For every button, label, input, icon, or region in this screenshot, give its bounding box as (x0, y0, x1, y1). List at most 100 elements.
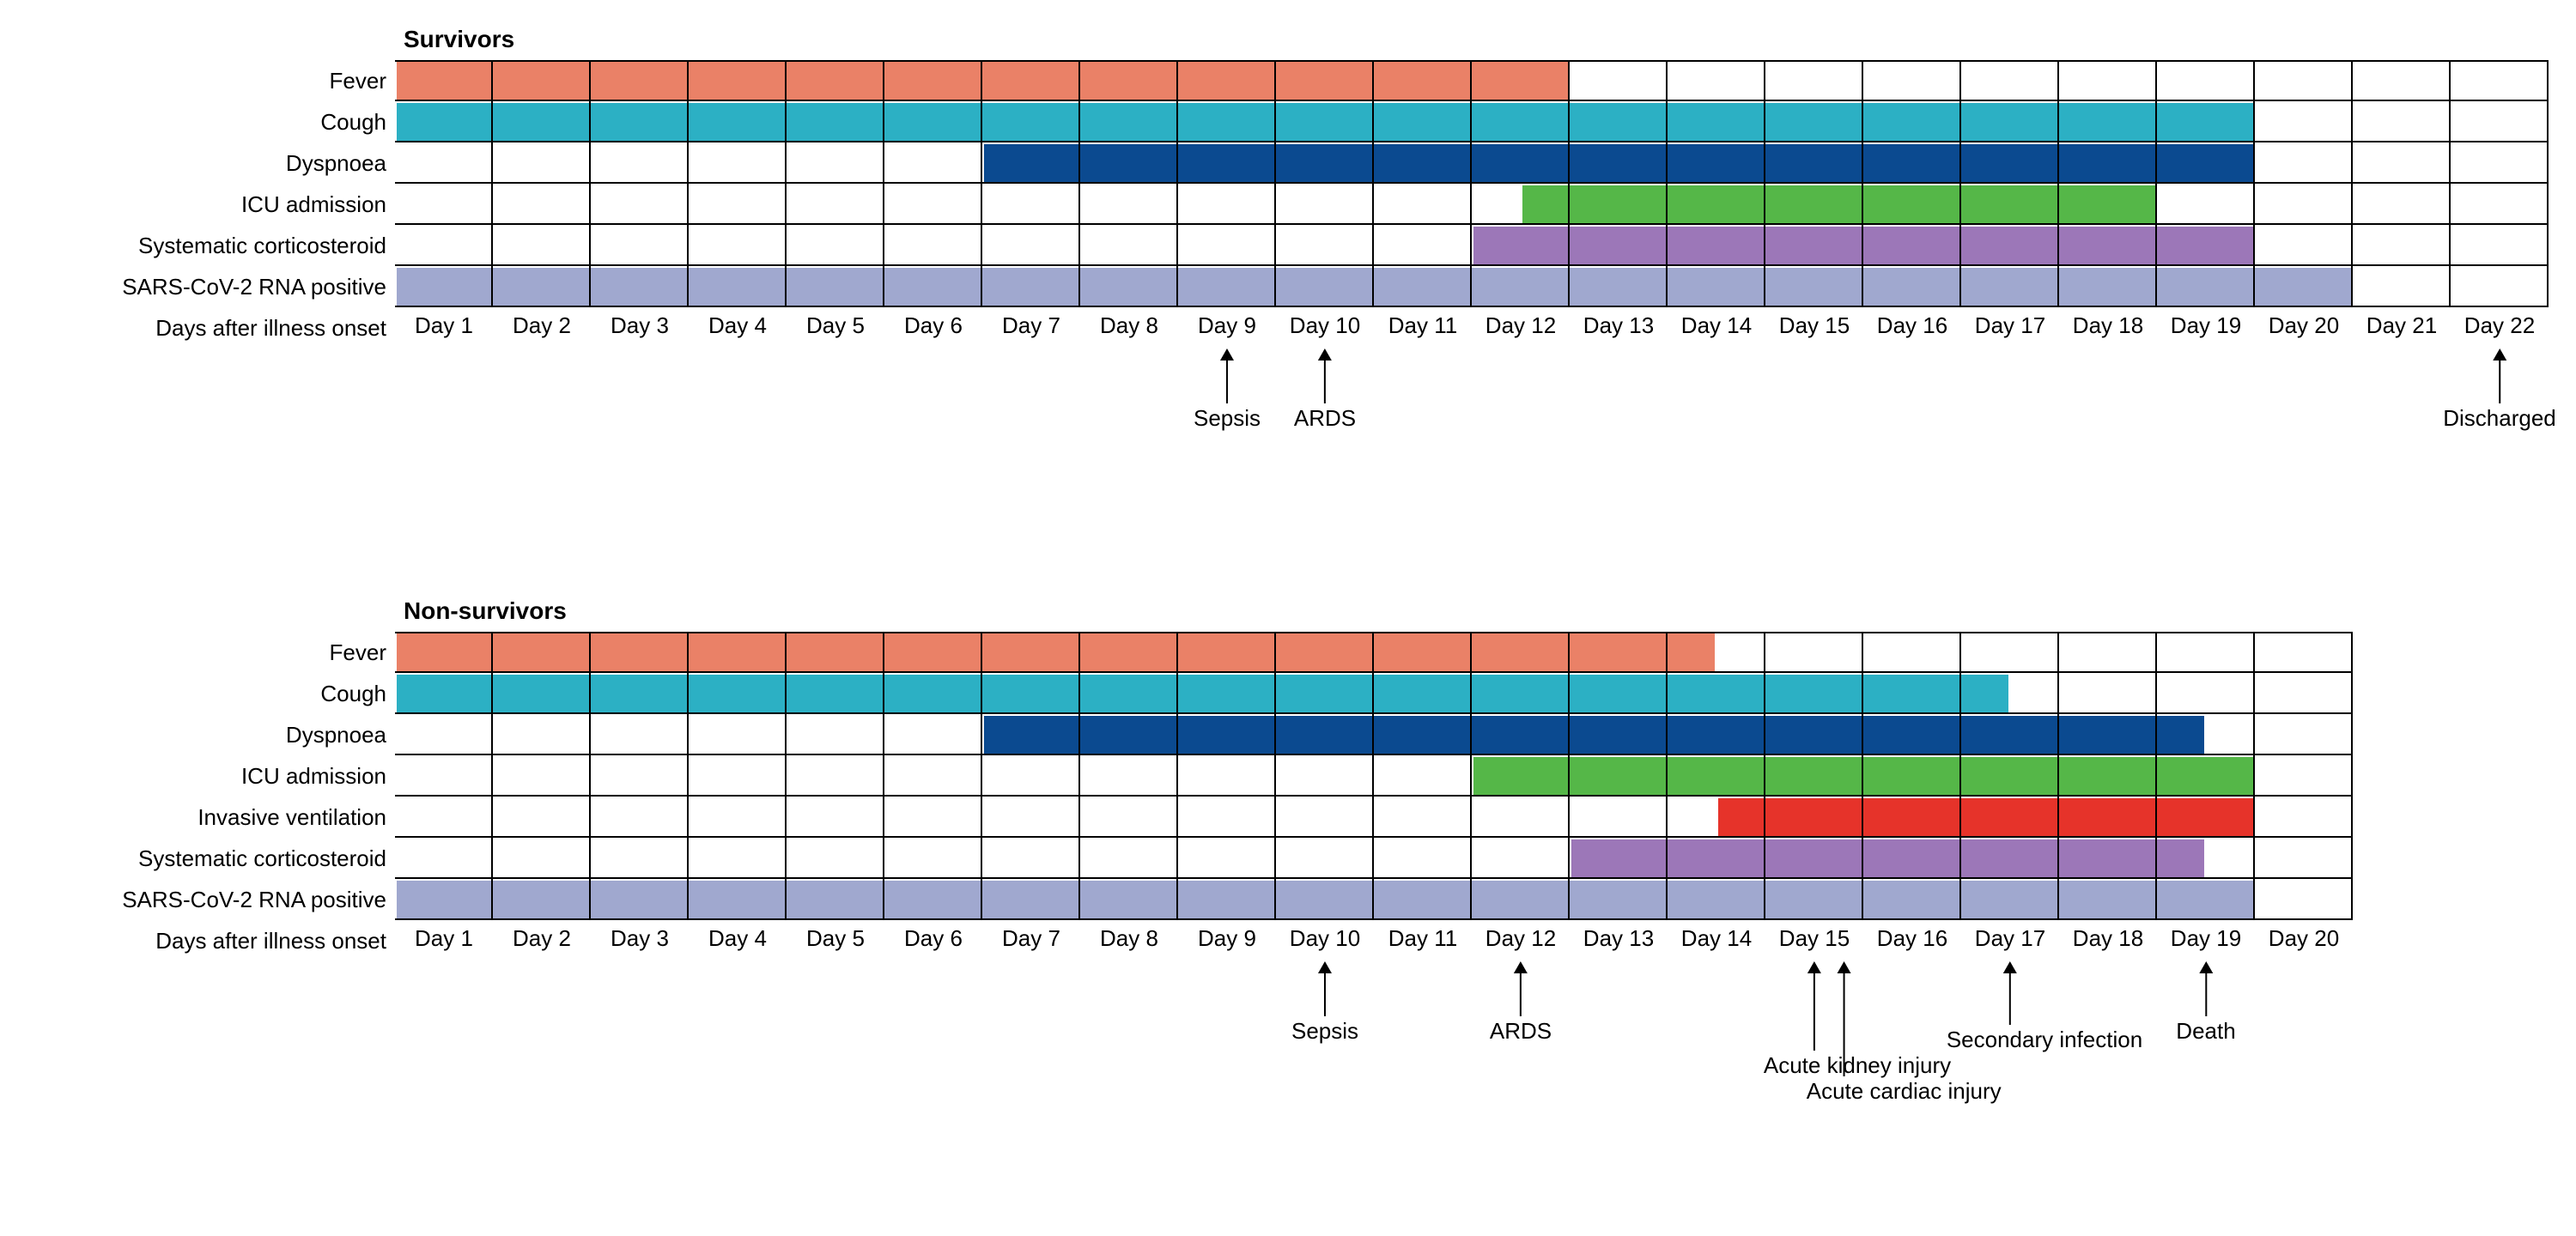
grid-cell (2353, 142, 2451, 184)
grid-cell (2255, 60, 2353, 101)
chart-area: FeverCoughDyspnoeaICU admissionInvasive … (34, 632, 2542, 1107)
grid-cell (2059, 755, 2157, 797)
day-label: Day 16 (1863, 307, 1961, 348)
grid-cell (787, 184, 884, 225)
annotation-label: Secondary infection (1947, 1027, 2142, 1053)
grid-cell (1374, 101, 1472, 142)
annotation-label: Acute cardiac injury (1807, 1078, 2002, 1105)
arrow-stem (1520, 973, 1522, 1016)
day-label: Day 16 (1863, 920, 1961, 961)
grid-cell (1668, 673, 1765, 714)
grid-cell (1276, 184, 1374, 225)
grid-cell (1570, 225, 1668, 266)
grid-row (395, 266, 2549, 307)
grid-cell (2157, 673, 2255, 714)
grid-cell (1276, 142, 1374, 184)
grid-cell (1178, 673, 1276, 714)
grid-cell (1374, 142, 1472, 184)
row-label: SARS-CoV-2 RNA positive (34, 879, 395, 920)
grid-cell (2059, 632, 2157, 673)
grid-cell (493, 60, 591, 101)
grid-cell (1472, 714, 1570, 755)
grid-cell (1276, 632, 1374, 673)
grid-cell (884, 60, 982, 101)
grid-cell (1570, 755, 1668, 797)
grid-cell (884, 225, 982, 266)
row-labels: FeverCoughDyspnoeaICU admissionInvasive … (34, 632, 395, 961)
grid-cell (395, 714, 493, 755)
day-label: Day 4 (689, 920, 787, 961)
day-label: Day 19 (2157, 920, 2255, 961)
row-labels: FeverCoughDyspnoeaICU admissionSystemati… (34, 60, 395, 348)
grid-cell (1276, 714, 1374, 755)
grid-cell (2157, 714, 2255, 755)
grid-cell (884, 714, 982, 755)
grid-cell (1668, 632, 1765, 673)
row-label: ICU admission (34, 755, 395, 797)
grid-row (395, 225, 2549, 266)
grid-cell (2353, 184, 2451, 225)
day-label: Day 1 (395, 307, 493, 348)
grid-cell (1080, 714, 1178, 755)
grid-cell (395, 266, 493, 307)
grid-cell (493, 184, 591, 225)
grid-cell (1472, 142, 1570, 184)
grid-row (395, 838, 2353, 879)
grid-cell (395, 225, 493, 266)
grid-cell (1961, 838, 2059, 879)
grid-cell (689, 266, 787, 307)
grid-row (395, 755, 2353, 797)
day-label: Day 20 (2255, 307, 2353, 348)
grid-cell (1961, 266, 2059, 307)
grid-cell (1374, 632, 1472, 673)
grid-cell (1765, 879, 1863, 920)
grid-cell (1178, 755, 1276, 797)
panel-non-survivors: Non-survivorsFeverCoughDyspnoeaICU admis… (34, 597, 2542, 1107)
grid-cell (1863, 142, 1961, 184)
grid-cell (493, 879, 591, 920)
grid-cell (2157, 755, 2255, 797)
grid-cell (1374, 184, 1472, 225)
grid-cell (689, 838, 787, 879)
grid-cell (2451, 60, 2549, 101)
grid-cell (1472, 632, 1570, 673)
arrow-stem (1324, 360, 1326, 403)
grid-cell (2451, 225, 2549, 266)
grid-cell (591, 838, 689, 879)
grid-cell (2353, 60, 2451, 101)
grid-cell (787, 60, 884, 101)
grid-cell (689, 714, 787, 755)
annotation-label: ARDS (1490, 1018, 1552, 1045)
grid-cell (395, 184, 493, 225)
grid-cell (787, 838, 884, 879)
grid-cell (2255, 142, 2353, 184)
grid-cell (1080, 838, 1178, 879)
grid-cell (1080, 101, 1178, 142)
grid-cell (395, 632, 493, 673)
grid-cell (1276, 60, 1374, 101)
grid-cell (787, 632, 884, 673)
grid-cell (2451, 142, 2549, 184)
grid-cell (884, 101, 982, 142)
grid-cell (2255, 184, 2353, 225)
grid-cell (982, 225, 1080, 266)
grid-cell (2059, 838, 2157, 879)
grid-cell (884, 266, 982, 307)
grid-cell (493, 714, 591, 755)
grid-cell (982, 673, 1080, 714)
arrow-head-icon (1837, 961, 1850, 973)
grid-row (395, 60, 2549, 101)
grid-cell (884, 142, 982, 184)
grid-cell (1374, 266, 1472, 307)
grid-cell (1374, 879, 1472, 920)
grid-cell (493, 225, 591, 266)
arrow-head-icon (2003, 961, 2017, 973)
grid-cell (1961, 673, 2059, 714)
day-label: Day 3 (591, 307, 689, 348)
grid-cell (1863, 632, 1961, 673)
annotations: SepsisARDSAcute kidney injuryAcute cardi… (395, 961, 2353, 1107)
day-label: Day 6 (884, 920, 982, 961)
grid-cell (493, 101, 591, 142)
grid-cell (982, 184, 1080, 225)
grid-cell (1570, 60, 1668, 101)
